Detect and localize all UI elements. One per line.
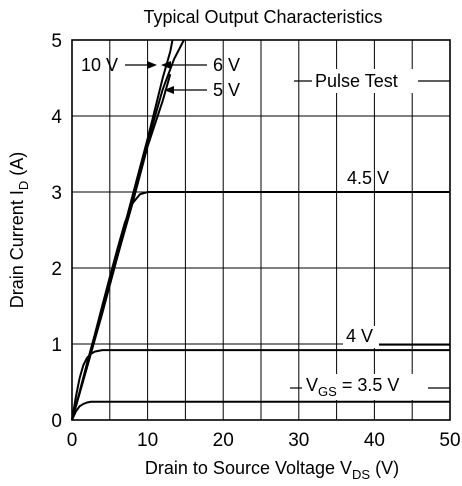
curves: [71, 39, 450, 421]
arrow-6v: [161, 61, 171, 69]
label-vgs-value: = 3.5 V: [337, 375, 400, 395]
pulse-test-label: Pulse Test: [315, 71, 398, 91]
x-tick-label: 30: [288, 430, 309, 451]
label-4v: 4 V: [346, 326, 373, 346]
y-tick-label: 1: [51, 335, 62, 356]
label-4-5v: 4.5 V: [347, 168, 389, 188]
curve-4-5-v: [71, 191, 450, 421]
x-axis-label: Drain to Source Voltage VDS (V): [145, 458, 399, 482]
curve-3-5-v: [71, 400, 450, 421]
label-6v: 6 V: [213, 55, 240, 75]
y-axis-label-unit: (A): [7, 152, 27, 181]
x-tick-label: 20: [213, 430, 234, 451]
y-tick-labels: 0 1 2 3 4 5: [51, 31, 62, 432]
chart-title: Typical Output Characteristics: [143, 7, 382, 27]
label-vgs-main: V: [306, 375, 318, 395]
label-5v: 5 V: [213, 80, 240, 100]
arrow-5v: [164, 86, 174, 94]
x-tick-label: 0: [67, 430, 78, 451]
y-axis-label-sub: D: [16, 181, 31, 190]
y-tick-label: 3: [51, 183, 62, 204]
x-axis-label-main: Drain to Source Voltage V: [145, 458, 352, 478]
y-tick-label: 4: [51, 107, 62, 128]
y-tick-label: 2: [51, 259, 62, 280]
arrow-10v: [147, 61, 157, 69]
x-axis-label-sub: DS: [352, 467, 370, 482]
x-tick-label: 50: [439, 430, 460, 451]
curve-4-v: [71, 349, 450, 421]
y-tick-label: 5: [51, 31, 62, 52]
plot-frame: [71, 39, 451, 421]
y-axis-label-main: Drain Current I: [7, 190, 27, 308]
label-vgs-sub: GS: [318, 384, 337, 399]
x-tick-label: 10: [137, 430, 158, 451]
grid-lines: [72, 40, 450, 420]
x-tick-labels: 0 10 20 30 40 50: [67, 430, 461, 451]
y-axis-label: Drain Current ID (A): [7, 152, 31, 308]
y-tick-label: 0: [51, 411, 62, 432]
label-4v-bg: [343, 326, 379, 348]
x-tick-label: 40: [364, 430, 385, 451]
pulse-test-label-bg: [312, 69, 418, 93]
label-vgs-bg: [302, 374, 428, 400]
label-vgs: VGS = 3.5 V: [306, 375, 399, 399]
curve-5-v: [71, 73, 172, 421]
x-axis-label-unit: (V): [370, 458, 399, 478]
label-10v: 10 V: [81, 55, 118, 75]
